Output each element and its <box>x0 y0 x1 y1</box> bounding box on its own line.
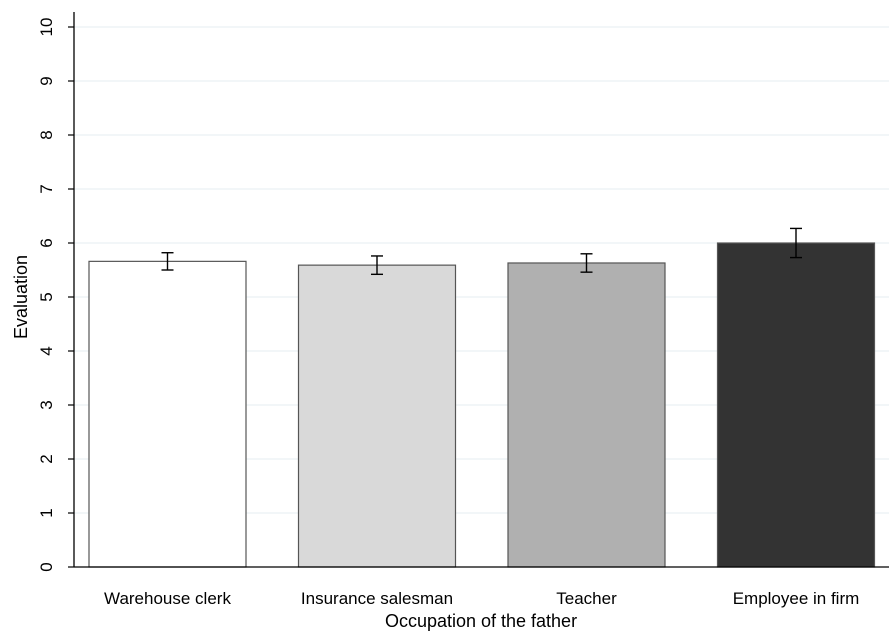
bar <box>297 264 457 568</box>
y-tick-label: 10 <box>37 18 56 37</box>
y-tick-label: 7 <box>37 184 56 193</box>
x-tick-label: Teacher <box>556 589 617 608</box>
bar <box>716 242 876 568</box>
x-tick-label: Insurance salesman <box>301 589 453 608</box>
y-tick-label: 8 <box>37 130 56 139</box>
y-axis-title: Evaluation <box>11 255 31 339</box>
y-tick-label: 5 <box>37 292 56 301</box>
y-tick-label: 1 <box>37 508 56 517</box>
y-tick-label: 4 <box>37 346 56 355</box>
x-axis-tick-labels: Warehouse clerk Insurance salesman Teacher… <box>104 589 859 608</box>
y-tick-label: 0 <box>37 562 56 571</box>
bar <box>507 262 666 568</box>
bar <box>88 260 247 568</box>
x-axis-title: Occupation of the father <box>385 611 577 631</box>
y-tick-label: 9 <box>37 76 56 85</box>
x-tick-label: Employee in firm <box>733 589 860 608</box>
y-tick-label: 3 <box>37 400 56 409</box>
y-axis-ticks: 0 1 2 3 4 5 6 7 8 9 10 <box>37 18 74 572</box>
y-tick-label: 2 <box>37 454 56 463</box>
x-tick-label: Warehouse clerk <box>104 589 231 608</box>
error-bars <box>161 227 802 276</box>
y-tick-label: 6 <box>37 238 56 247</box>
